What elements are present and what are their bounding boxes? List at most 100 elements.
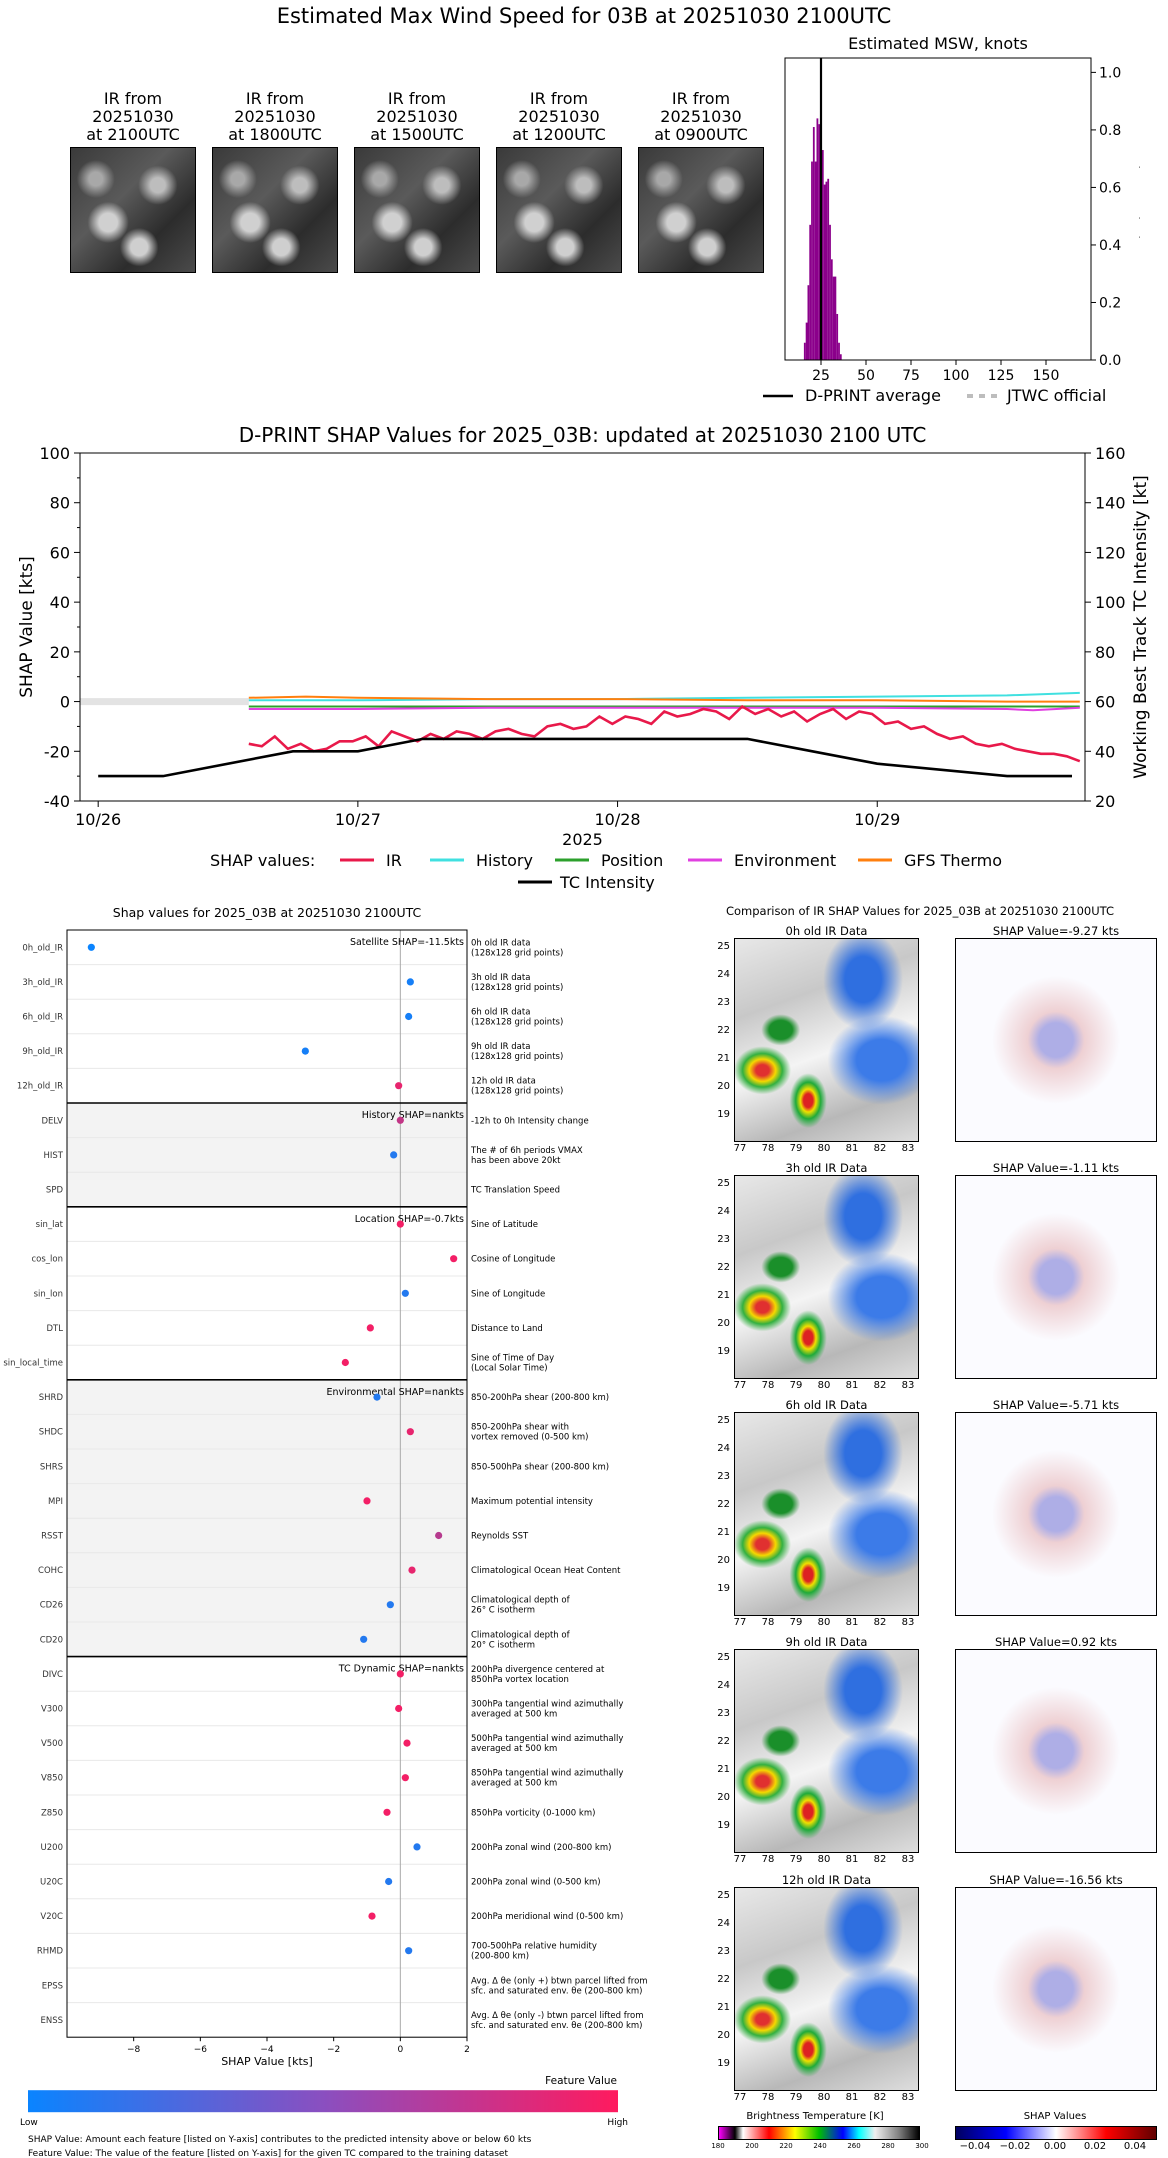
ts-frame xyxy=(79,452,1086,802)
lat-tick-label: 24 xyxy=(717,969,730,980)
y2-tick-label: 120 xyxy=(1095,543,1126,562)
feature-desc: (128x128 grid points) xyxy=(471,983,563,993)
group-label: Satellite SHAP=-11.5kts xyxy=(350,937,464,948)
hist-bar xyxy=(834,276,837,360)
feature-desc: The # of 6h periods VMAX xyxy=(470,1146,583,1156)
ir-caption-line: IR from xyxy=(245,89,305,108)
bt-tick-label: 180 xyxy=(711,2142,725,2150)
y-tick-label: 60 xyxy=(50,543,70,562)
legend-label: TC Intensity xyxy=(559,873,655,892)
lon-tick-label: 83 xyxy=(901,1617,915,1628)
y-tick-label: 1.0 xyxy=(1099,65,1121,81)
feature-name: 9h_old_IR xyxy=(22,1047,63,1057)
feature-point xyxy=(450,1255,458,1263)
series-line-environment xyxy=(248,706,1080,712)
y-tick-label: 100 xyxy=(39,444,70,463)
bt-tick-label: 260 xyxy=(847,2142,861,2150)
feature-name: SHRS xyxy=(40,1462,63,1472)
shap-panel-title: SHAP Value=-9.27 kts xyxy=(992,924,1120,938)
ir-panel-title: 0h old IR Data xyxy=(785,924,868,938)
feature-name: COHC xyxy=(38,1566,63,1576)
series-line-gfs-thermo xyxy=(248,695,1080,703)
feature-name: MPI xyxy=(48,1497,63,1507)
shap-timeseries-chart: D-PRINT SHAP Values for 2025_03B: update… xyxy=(17,423,1151,892)
hist-bar xyxy=(809,224,812,360)
lat-tick-label: 19 xyxy=(717,1346,730,1357)
ir-caption: IR from 20251030 at 1800UTC xyxy=(210,90,340,144)
sv-tick-label: −0.02 xyxy=(999,2141,1031,2152)
x-tick-label: 10/27 xyxy=(335,810,381,829)
lat-tick-label: 19 xyxy=(717,1820,730,1831)
feature-point xyxy=(405,1012,413,1021)
feature-point xyxy=(395,1704,403,1713)
lat-tick-label: 24 xyxy=(717,1206,730,1217)
ir-thumbnail xyxy=(212,147,338,273)
lon-tick-label: 83 xyxy=(901,2092,915,2103)
hist-bar xyxy=(821,150,824,360)
feature-point xyxy=(363,1497,371,1505)
feature-name: U20C xyxy=(40,1878,63,1888)
lon-tick-label: 78 xyxy=(761,1380,775,1391)
lon-tick-label: 81 xyxy=(845,1617,859,1628)
feature-name: U200 xyxy=(41,1843,63,1853)
ir-thumbnail xyxy=(70,147,196,273)
shap-feature-chart: Shap values for 2025_03B at 20251030 210… xyxy=(3,905,647,2158)
sv-tick-label: 0.04 xyxy=(1123,2141,1147,2152)
bt-tick-label: 280 xyxy=(881,2142,895,2150)
y2-tick-label: 60 xyxy=(1095,693,1115,712)
lat-tick-label: 20 xyxy=(717,1081,730,1092)
ir-caption-line: IR from xyxy=(671,89,731,108)
lat-tick-label: 22 xyxy=(717,1499,730,1510)
feature-point xyxy=(396,1116,404,1124)
feature-desc: vortex removed (0-500 km) xyxy=(471,1433,588,1443)
lat-tick-label: 25 xyxy=(717,1415,730,1426)
x-axis-label: SHAP Value [kts] xyxy=(221,2055,313,2068)
ir-caption-line: 20251030 xyxy=(518,107,600,126)
feature-point xyxy=(401,1774,409,1782)
y-axis-label: Relative Prob xyxy=(1137,160,1140,259)
ir-caption-line: at 1500UTC xyxy=(370,125,464,144)
lat-tick-label: 19 xyxy=(717,1583,730,1594)
lon-tick-label: 79 xyxy=(789,1380,803,1391)
lon-tick-label: 80 xyxy=(817,2092,831,2103)
feature-name: RSST xyxy=(41,1532,64,1542)
ir-thumbnail xyxy=(354,147,480,273)
feature-desc: Climatological depth of xyxy=(471,1596,571,1606)
y2-tick-label: 40 xyxy=(1095,742,1115,761)
ir-caption-line: 20251030 xyxy=(92,107,174,126)
feature-desc: sfc. and saturated env. θe (200-800 km) xyxy=(471,2021,643,2031)
hist-bar xyxy=(818,124,821,361)
feature-name: Z850 xyxy=(41,1808,63,1818)
feature-point xyxy=(385,1877,393,1886)
feature-colorbar xyxy=(28,2090,618,2113)
y2-tick-label: 80 xyxy=(1095,643,1115,662)
lon-tick-label: 80 xyxy=(817,1617,831,1628)
lon-tick-label: 82 xyxy=(873,1854,887,1865)
feature-desc: 200hPa divergence centered at xyxy=(471,1665,605,1675)
feature-desc: Climatological Ocean Heat Content xyxy=(471,1566,621,1576)
ir-caption: IR from 20251030 at 0900UTC xyxy=(636,90,766,144)
lat-tick-label: 19 xyxy=(717,1109,730,1120)
y2-tick-label: 100 xyxy=(1095,593,1126,612)
lat-tick-label: 23 xyxy=(717,1946,730,1957)
feature-point xyxy=(383,1808,391,1816)
sv-tick-label: −0.04 xyxy=(959,2141,991,2152)
feature-legend-low: Low xyxy=(20,2118,38,2128)
hist-bar xyxy=(839,354,842,360)
feature-desc: 26° C isotherm xyxy=(471,1606,535,1616)
feature-desc: has been above 20kt xyxy=(471,1156,561,1166)
feature-desc: 850hPa vortex location xyxy=(471,1675,569,1685)
group-label: Location SHAP=-0.7kts xyxy=(355,1214,464,1225)
ir-panel xyxy=(734,1887,919,2091)
feature-name: SHDC xyxy=(39,1428,63,1438)
lon-tick-label: 79 xyxy=(789,1143,803,1154)
shap-panel xyxy=(955,1649,1157,1853)
x-tick-label: 50 xyxy=(857,368,875,384)
x-axis-label: 2025 xyxy=(562,830,603,849)
lat-tick-label: 25 xyxy=(717,1178,730,1189)
feature-name: V850 xyxy=(41,1774,63,1784)
feature-point xyxy=(360,1635,368,1643)
ir-caption: IR from 20251030 at 1200UTC xyxy=(494,90,624,144)
feature-legend-high: High xyxy=(607,2118,628,2128)
feature-point xyxy=(301,1047,309,1055)
